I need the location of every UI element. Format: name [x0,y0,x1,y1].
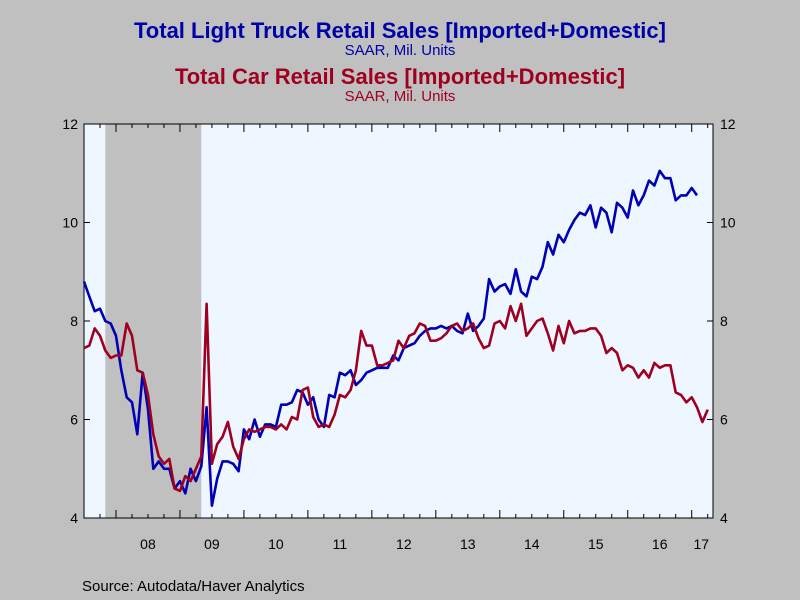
x-tick-label: 08 [140,536,156,552]
y-tick-label-left: 8 [70,313,78,329]
x-tick-label: 17 [694,536,710,552]
x-tick-label: 13 [460,536,476,552]
car-sales-line [83,302,709,493]
y-tick-label-left: 6 [70,412,78,428]
y-tick-label-right: 6 [720,412,728,428]
source-note: Source: Autodata/Haver Analytics [82,578,305,595]
x-tick-label: 12 [396,536,412,552]
car-series-subtitle: SAAR, Mil. Units [344,88,456,105]
y-tick-label-right: 8 [720,313,728,329]
truck-series-title: Total Light Truck Retail Sales [Imported… [134,18,666,43]
car-series-title: Total Car Retail Sales [Imported+Domesti… [174,64,626,89]
x-tick-label: 11 [333,536,348,552]
truck-series-subtitle: SAAR, Mil. Units [344,42,456,59]
x-tick-label: 15 [588,536,604,552]
recession-band [105,124,202,518]
x-tick-label: 16 [652,536,668,552]
x-tick-label: 14 [524,536,540,552]
y-tick-label-left: 10 [62,215,78,231]
y-tick-label-left: 12 [62,116,78,132]
y-tick-label-right: 12 [720,116,736,132]
y-tick-label-left: 4 [70,510,78,526]
y-tick-label-right: 10 [720,215,736,231]
x-tick-label: 09 [204,536,220,552]
x-tick-label: 10 [268,536,284,552]
y-tick-label-right: 4 [720,510,728,526]
